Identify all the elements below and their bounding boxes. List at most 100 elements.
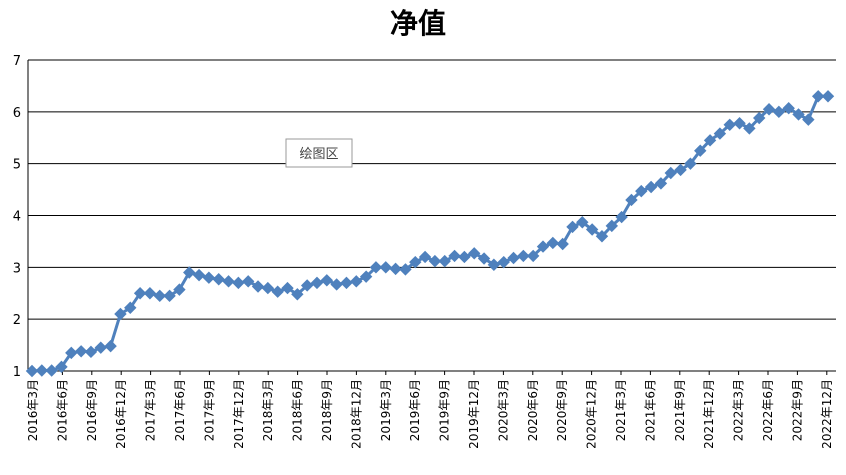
x-tick-label: 2021年9月 [673, 379, 687, 441]
data-point-40 [418, 250, 432, 264]
data-point-72 [733, 117, 746, 130]
y-tick-label: 4 [13, 210, 21, 225]
data-point-15 [173, 283, 186, 296]
data-point-31 [330, 278, 343, 291]
data-point-58 [595, 230, 609, 243]
data-point-16 [183, 266, 196, 279]
data-point-5 [74, 345, 88, 358]
data-point-37 [389, 262, 402, 276]
x-tick-label: 2021年3月 [614, 379, 628, 441]
data-point-71 [723, 118, 736, 131]
plot-area-tooltip-box [285, 138, 353, 168]
data-point-3 [55, 360, 68, 374]
data-point-6 [84, 345, 98, 359]
x-tick-label: 2022年6月 [761, 379, 775, 441]
data-point-77 [782, 101, 795, 115]
x-tick-label: 2019年3月 [379, 379, 393, 441]
data-point-44 [458, 250, 471, 264]
data-point-32 [340, 276, 353, 290]
gridlines [28, 59, 836, 320]
y-tick-label: 7 [13, 54, 21, 69]
x-tick-label: 2018年3月 [261, 379, 275, 441]
axes [27, 60, 836, 372]
chart-title: 净值 [390, 7, 446, 40]
data-point-23 [251, 280, 265, 293]
series-1 [25, 90, 835, 378]
data-point-61 [625, 193, 638, 207]
plot-area-tooltip-label: 绘图区 [299, 147, 338, 162]
x-tick-label: 2020年9月 [555, 379, 569, 441]
data-point-14 [163, 289, 176, 303]
y-tick-label: 1 [13, 365, 21, 380]
x-tick-label: 2022年12月 [820, 379, 834, 449]
data-point-70 [713, 127, 727, 140]
data-point-35 [369, 261, 383, 274]
data-point-18 [202, 271, 216, 284]
x-tick-label: 2017年9月 [202, 379, 216, 441]
y-tick-label: 2 [13, 313, 21, 328]
x-tick-label: 2022年9月 [790, 379, 804, 441]
x-tick-label: 2019年6月 [408, 379, 422, 441]
data-point-19 [212, 273, 225, 286]
data-point-4 [65, 346, 78, 360]
data-point-24 [261, 281, 275, 295]
data-point-69 [703, 134, 717, 147]
data-point-66 [674, 163, 687, 177]
data-point-67 [684, 157, 697, 170]
data-point-11 [133, 287, 147, 300]
data-point-13 [153, 289, 166, 303]
x-tick-label: 2018年9月 [320, 379, 334, 441]
data-point-81 [821, 90, 835, 103]
x-tick-label: 2017年12月 [232, 379, 246, 449]
data-point-7 [94, 341, 107, 354]
data-point-51 [526, 249, 540, 263]
x-tick-label: 2016年6月 [55, 379, 69, 441]
data-point-26 [281, 281, 294, 295]
x-tick-label: 2021年6月 [643, 379, 657, 441]
data-point-33 [350, 275, 363, 288]
data-point-2 [45, 364, 58, 377]
x-tick-label: 2018年6月 [291, 379, 305, 441]
data-point-30 [320, 274, 334, 287]
x-tick-label: 2016年3月 [26, 379, 40, 441]
data-point-53 [546, 236, 560, 250]
data-point-56 [576, 216, 589, 229]
data-point-80 [811, 90, 825, 103]
data-point-41 [428, 254, 442, 268]
data-point-0 [25, 364, 39, 378]
data-point-29 [310, 276, 324, 290]
plot-area-tooltip: 绘图区 [285, 138, 353, 168]
data-point-28 [300, 279, 314, 292]
data-point-54 [556, 237, 569, 251]
data-point-25 [271, 285, 284, 298]
data-point-1 [35, 364, 49, 377]
data-point-27 [291, 288, 304, 301]
data-point-64 [654, 177, 668, 190]
data-point-52 [536, 240, 550, 253]
data-point-42 [438, 254, 451, 268]
data-point-55 [566, 220, 579, 234]
data-point-34 [359, 270, 373, 283]
y-tick-label: 5 [13, 158, 21, 173]
data-point-36 [379, 261, 392, 274]
x-tick-label: 2022年3月 [732, 379, 746, 441]
data-point-17 [192, 268, 206, 282]
data-point-45 [468, 247, 481, 260]
data-point-49 [507, 251, 520, 265]
x-tick-label: 2017年3月 [144, 379, 158, 441]
x-tick-label: 2018年12月 [349, 379, 363, 449]
y-axis-tick-labels: 1 2 3 4 5 6 7 [13, 54, 21, 380]
data-point-48 [497, 255, 510, 269]
x-tick-label: 2016年9月 [85, 379, 99, 441]
x-tick-label: 2016年12月 [114, 379, 128, 449]
data-point-59 [605, 219, 619, 233]
data-point-38 [399, 263, 412, 276]
x-axis-tick-labels: 2016年3月 2016年6月 2016年9月 2016年12月 2017年3月 2017… [26, 371, 834, 449]
y-tick-label: 6 [13, 106, 21, 121]
data-point-8 [104, 339, 117, 353]
data-point-74 [753, 111, 766, 125]
x-tick-label: 2019年12月 [467, 379, 481, 449]
data-point-21 [232, 276, 245, 290]
x-tick-label: 2020年3月 [496, 379, 510, 441]
